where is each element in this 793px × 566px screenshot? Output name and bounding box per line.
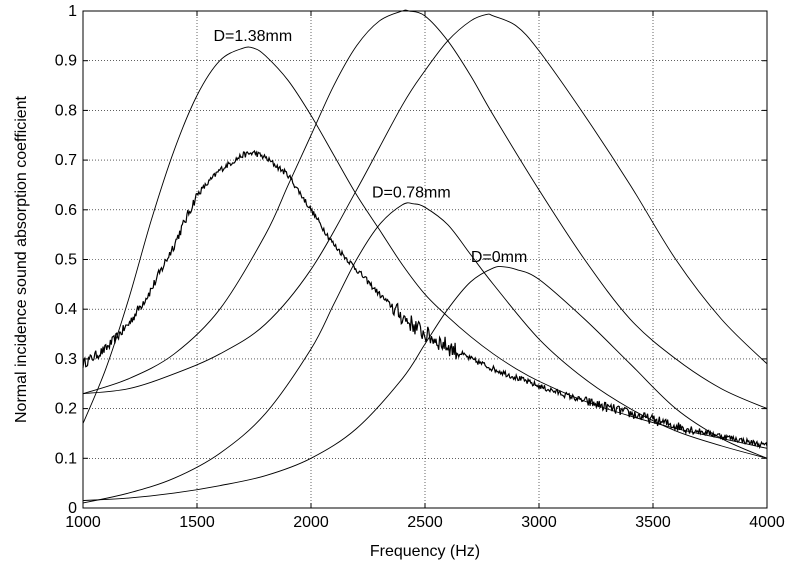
y-tick-label: 0.6 [55, 202, 77, 219]
y-tick-label: 0.4 [55, 301, 77, 318]
x-tick-label: 1000 [65, 514, 101, 531]
series-line-3 [82, 265, 768, 501]
y-tick-label: 0.5 [55, 252, 77, 269]
series-line-5 [82, 13, 768, 395]
y-tick-label: 0.9 [55, 53, 77, 70]
annotation-label: D=1.38mm [214, 28, 293, 45]
series-line-4 [82, 9, 768, 410]
x-tick-label: 3500 [635, 514, 671, 531]
y-axis-ticks: 0 0.1 0.2 0.3 0.4 0.5 0.6 0.7 0.8 0.9 1 [55, 3, 767, 517]
x-tick-label: 4000 [749, 514, 785, 531]
x-tick-label: 2500 [407, 514, 443, 531]
y-axis-label: Normal incidence sound absorption coeffi… [13, 95, 30, 423]
y-tick-label: 0.2 [55, 401, 77, 418]
x-tick-label: 1500 [179, 514, 215, 531]
x-axis-ticks: 1000 1500 2000 2500 3000 3500 4000 [65, 11, 785, 531]
x-tick-label: 2000 [293, 514, 329, 531]
annotations: D=1.38mm D=0.78mm D=0mm [214, 28, 528, 266]
y-tick-label: 0.1 [55, 450, 77, 467]
y-tick-label: 0.7 [55, 152, 77, 169]
x-axis-label: Frequency (Hz) [370, 543, 480, 560]
y-tick-label: 1 [68, 3, 77, 20]
series-line-2 [82, 202, 768, 504]
x-tick-label: 3000 [521, 514, 557, 531]
grid-lines [83, 11, 767, 508]
series-lines [82, 9, 768, 504]
y-tick-label: 0.8 [55, 102, 77, 119]
y-tick-label: 0.3 [55, 351, 77, 368]
series-line-6 [82, 149, 768, 450]
annotation-label: D=0mm [471, 249, 527, 266]
y-tick-label: 0 [68, 500, 77, 517]
annotation-label: D=0.78mm [372, 184, 451, 201]
